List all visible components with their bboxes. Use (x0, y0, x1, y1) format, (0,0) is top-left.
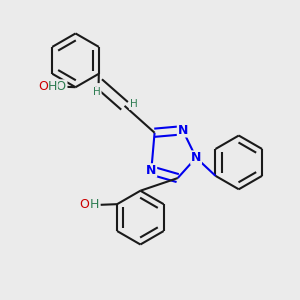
Text: O: O (80, 198, 90, 211)
Text: O: O (38, 80, 48, 93)
Text: H: H (130, 99, 137, 109)
Text: H: H (48, 80, 58, 93)
Text: H: H (93, 87, 101, 97)
Text: N: N (146, 164, 157, 177)
Text: N: N (178, 124, 188, 137)
Text: H-O: H-O (43, 80, 67, 93)
Text: H: H (90, 198, 99, 211)
Text: N: N (191, 151, 201, 164)
